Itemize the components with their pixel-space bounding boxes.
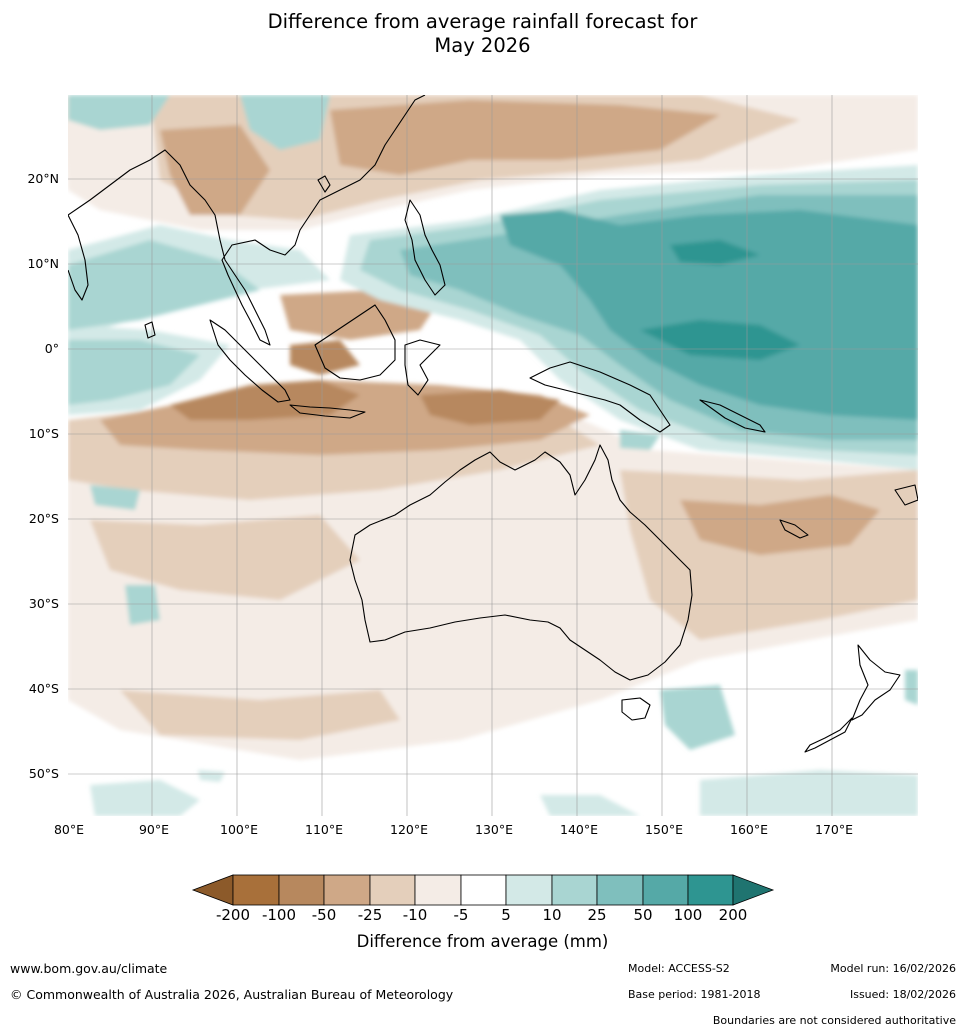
- lon-label: 130°E: [474, 822, 514, 837]
- colorbar-bin: [505, 874, 553, 906]
- lat-label: 40°S: [28, 681, 59, 696]
- title-line-2: May 2026: [434, 34, 531, 57]
- colorbar-tick: 25: [587, 906, 607, 924]
- new-guinea-outline: [529, 361, 671, 433]
- lat-label: 10°S: [28, 426, 59, 441]
- title-line-1: Difference from average rainfall forecas…: [267, 10, 698, 33]
- colorbar-tick: -50: [311, 906, 337, 924]
- lon-label: 160°E: [729, 822, 769, 837]
- model-run-text: Model run: 16/02/2026: [830, 962, 956, 975]
- tasmania-outline: [621, 697, 651, 721]
- colorbar-tick: -25: [357, 906, 383, 924]
- lon-label: 150°E: [644, 822, 684, 837]
- base-period-text: Base period: 1981-2018: [628, 988, 761, 1001]
- mainland-asia-outline: [68, 95, 426, 346]
- philippines-outline: [404, 199, 446, 296]
- sumatra-outline: [209, 319, 291, 403]
- lon-label: 170°E: [814, 822, 854, 837]
- colorbar-tick: 50: [633, 906, 653, 924]
- lat-label: 0°: [44, 341, 59, 356]
- new-zealand-south: [804, 717, 853, 753]
- colorbar-bin: [460, 874, 507, 906]
- anomaly-field: [68, 95, 918, 816]
- colorbar-bin: [278, 874, 325, 906]
- lat-label: 30°S: [28, 596, 59, 611]
- fiji-outline: [894, 484, 918, 506]
- colorbar-tick: -100: [261, 906, 297, 924]
- lon-label: 100°E: [219, 822, 259, 837]
- new-zealand-north: [851, 644, 901, 721]
- colorbar-bin: [323, 874, 371, 906]
- solomon-outline: [699, 399, 766, 433]
- colorbar-label: Difference from average (mm): [356, 932, 609, 951]
- colorbar-tick: -200: [215, 906, 251, 924]
- website-link[interactable]: www.bom.gov.au/climate: [10, 961, 168, 976]
- india-coast: [68, 214, 89, 301]
- borneo-outline: [314, 304, 396, 381]
- colorbar-tick: -10: [402, 906, 428, 924]
- colorbar-bin: [232, 874, 280, 906]
- colorbar-tick: 200: [718, 906, 748, 924]
- sulawesi-outline: [404, 339, 441, 396]
- lat-label: 20°S: [28, 511, 59, 526]
- colorbar-bin: [596, 874, 644, 906]
- lon-label: 140°E: [559, 822, 599, 837]
- lat-label: 50°S: [28, 766, 59, 781]
- colorbar-under-arrow: [191, 874, 234, 906]
- australia-outline: [349, 444, 693, 681]
- colorbar: [191, 874, 775, 906]
- issued-text: Issued: 18/02/2026: [849, 988, 956, 1001]
- disclaimer-text: Boundaries are not considered authoritat…: [712, 1014, 956, 1027]
- colorbar-bin: [642, 874, 689, 906]
- lat-label: 20°N: [27, 171, 59, 186]
- lat-label: 10°N: [27, 256, 59, 271]
- lon-label: 110°E: [304, 822, 344, 837]
- sri-lanka-outline: [144, 321, 156, 339]
- chart-title: Difference from average rainfall forecas…: [0, 10, 965, 58]
- colorbar-bin: [551, 874, 598, 906]
- lon-label: 90°E: [138, 822, 170, 837]
- colorbar-bin: [369, 874, 416, 906]
- colorbar-tick: 5: [501, 906, 511, 924]
- new-caledonia-outline: [779, 519, 809, 539]
- taiwan-outline: [317, 175, 331, 193]
- model-text: Model: ACCESS-S2: [628, 962, 730, 975]
- java-outline: [289, 404, 366, 419]
- lon-label: 120°E: [389, 822, 429, 837]
- graticule: [68, 95, 918, 816]
- colorbar-tick: -5: [453, 906, 469, 924]
- colorbar-tick: 10: [542, 906, 562, 924]
- colorbar-tick: 100: [673, 906, 703, 924]
- lon-label: 80°E: [53, 822, 85, 837]
- copyright-text: © Commonwealth of Australia 2026, Austra…: [10, 987, 454, 1002]
- colorbar-bin: [414, 874, 462, 906]
- coastlines: [68, 95, 918, 753]
- colorbar-over-arrow: [732, 874, 775, 906]
- colorbar-bin: [687, 874, 734, 906]
